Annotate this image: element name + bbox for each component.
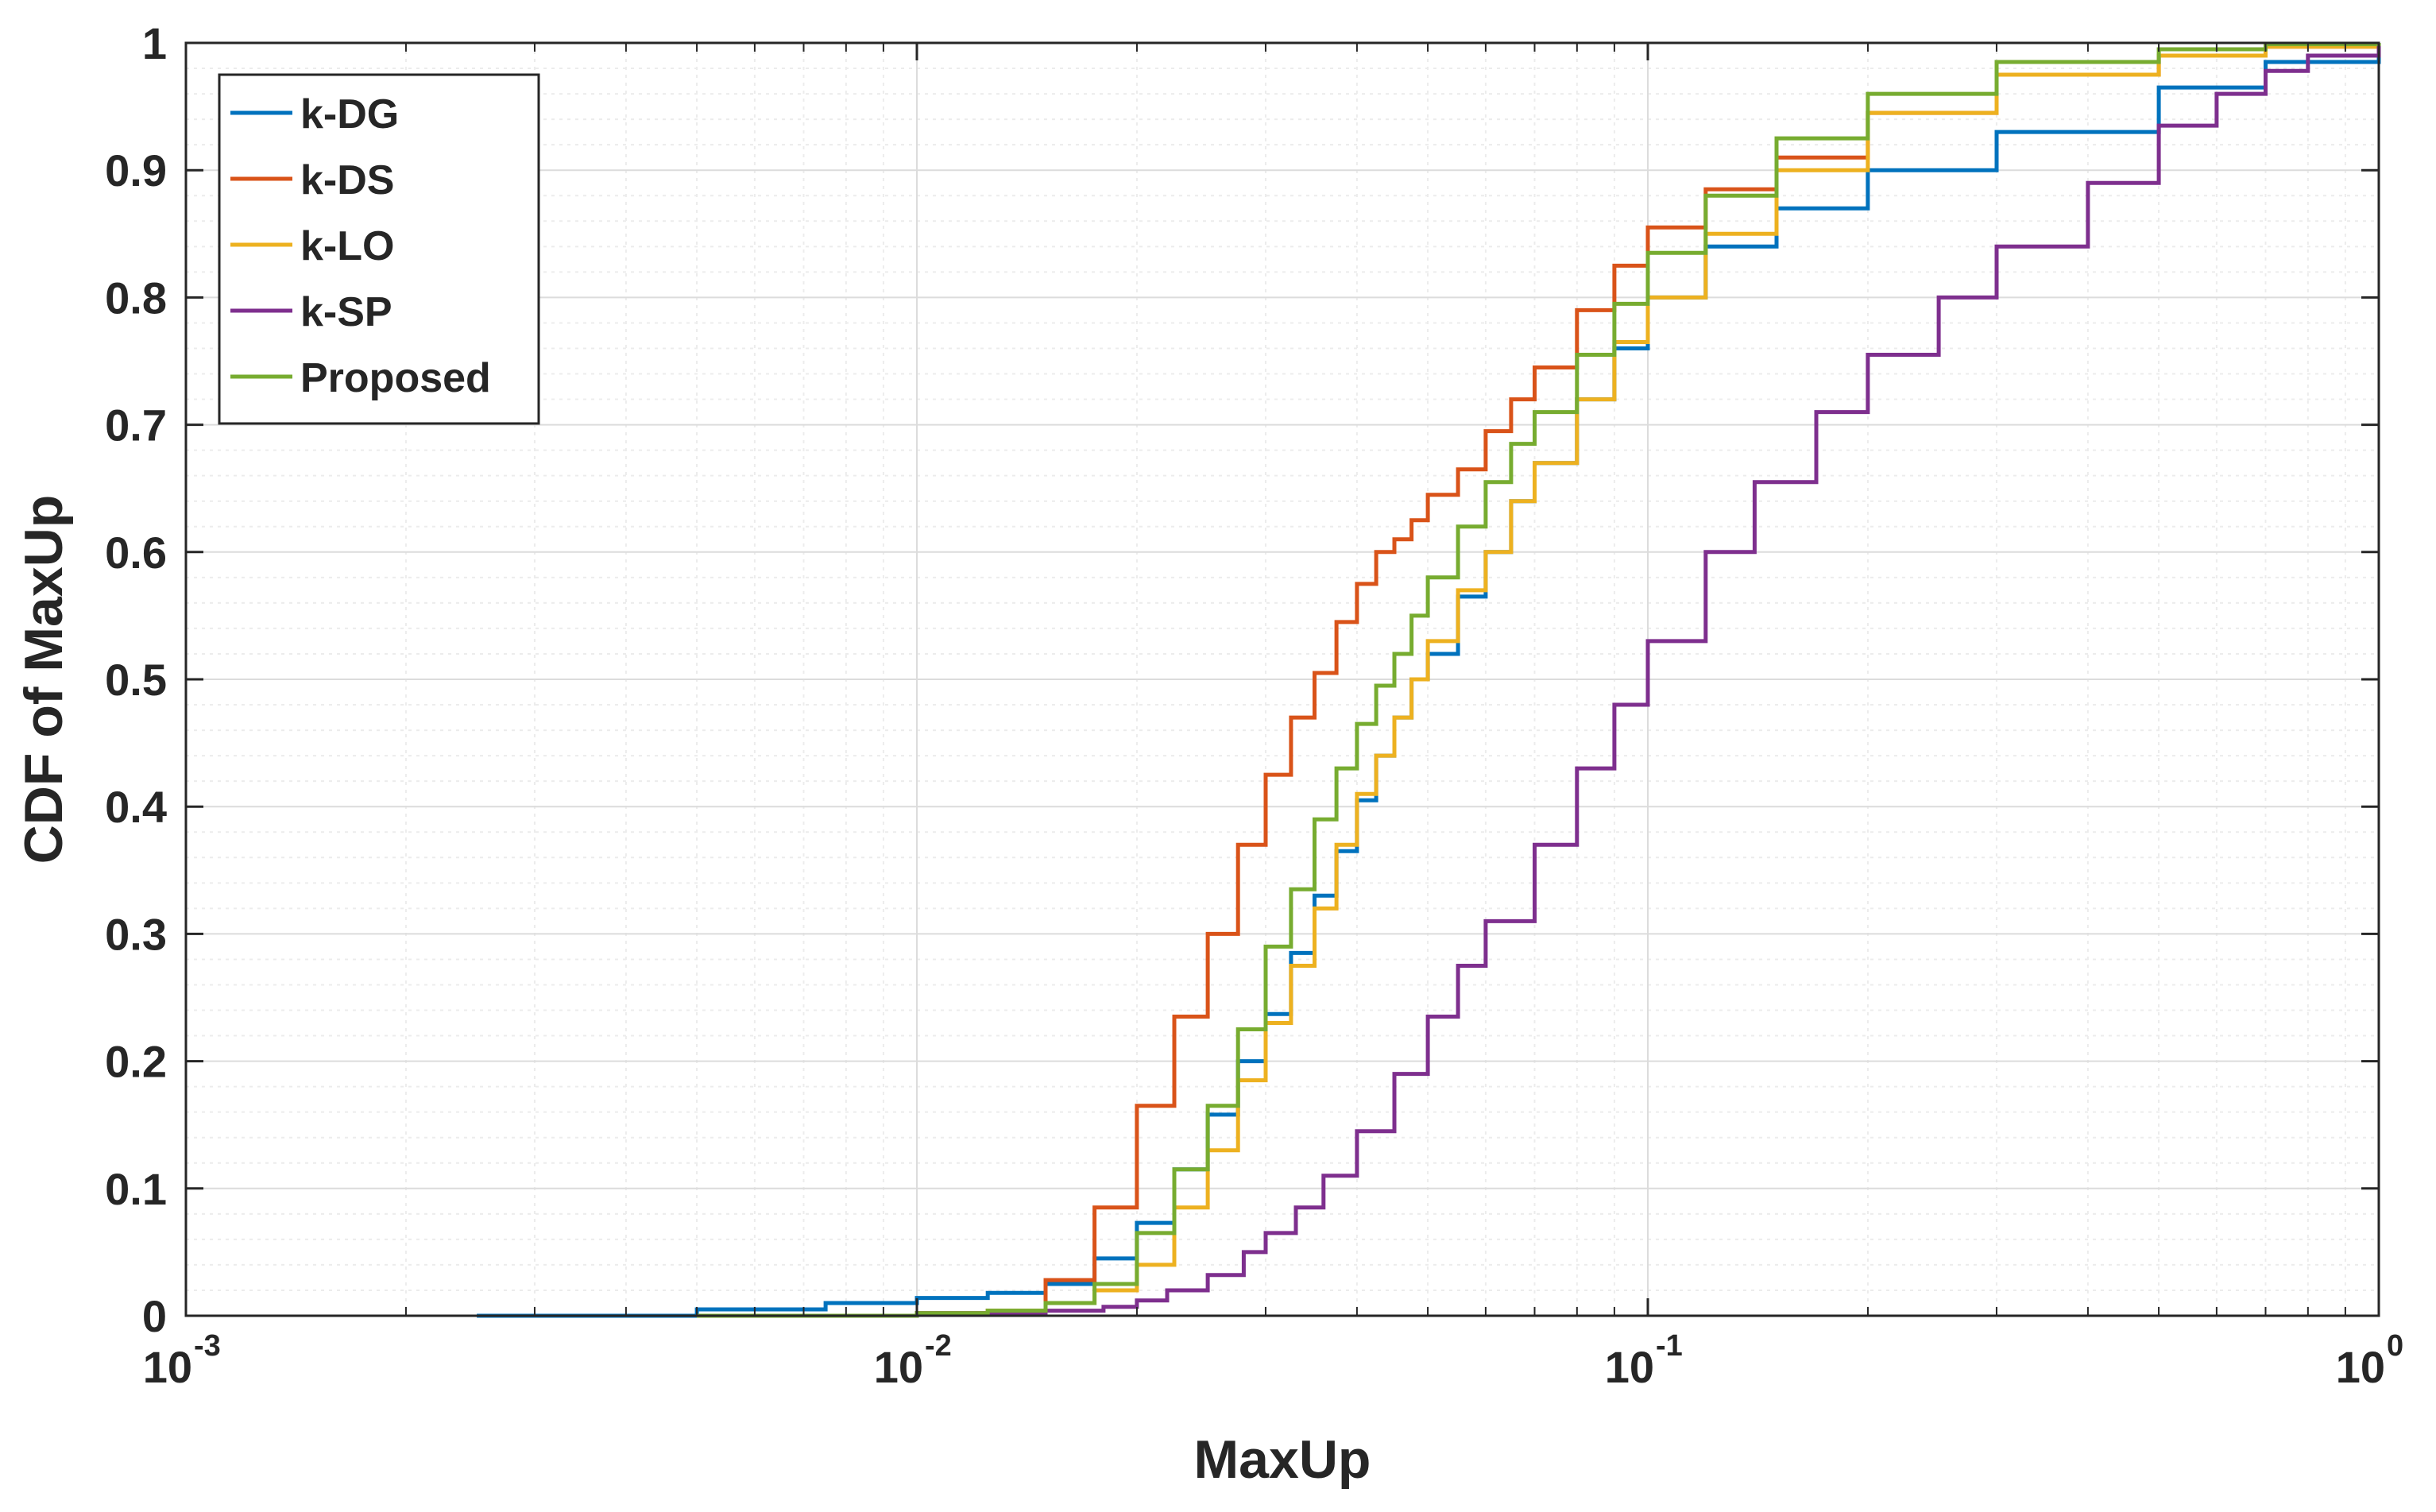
x-tick-base: 10 [1605, 1342, 1654, 1392]
series-line-k-sp [697, 43, 2381, 1318]
x-axis-title: MaxUp [1194, 1429, 1371, 1490]
y-tick-label: 0.7 [105, 400, 167, 451]
y-tick-label: 0.4 [105, 782, 167, 832]
series-layer [477, 42, 2381, 1318]
major-grid [185, 42, 2380, 1317]
x-tick-base: 10 [2336, 1342, 2385, 1392]
legend: k-DG k-DS k-LO k-SP Proposed [218, 73, 540, 425]
legend-label-k-lo: k-LO [300, 223, 394, 269]
x-tick-exponent: 0 [2387, 1329, 2403, 1363]
y-tick-label: 0 [142, 1291, 167, 1341]
x-tick-label: 10 -3 [143, 1329, 221, 1392]
y-tick-label: 0.3 [105, 909, 167, 959]
y-tick-label: 1 [142, 18, 167, 68]
y-tick-label: 0.9 [105, 145, 167, 195]
y-tick-label: 0.5 [105, 655, 167, 705]
y-tick-labels: 0 0.1 0.2 0.3 0.4 0.5 0.6 0.7 0.8 0.9 1 [105, 18, 167, 1341]
legend-label-k-sp: k-SP [300, 289, 392, 335]
y-axis-title: CDF of MaxUp [14, 495, 74, 864]
x-tick-exponent: -2 [925, 1329, 952, 1363]
y-tick-label: 0.8 [105, 273, 167, 323]
x-tick-exponent: -3 [194, 1329, 221, 1363]
x-tick-label: 10 -1 [1605, 1329, 1683, 1392]
axis-ticks [184, 41, 2380, 1317]
x-tick-base: 10 [874, 1342, 923, 1392]
y-tick-label: 0.6 [105, 528, 167, 578]
x-tick-labels: 10 -3 10 -2 10 -1 10 0 [143, 1329, 2403, 1392]
legend-label-k-ds: k-DS [300, 157, 394, 203]
legend-box [218, 73, 540, 425]
x-tick-label: 10 0 [2336, 1329, 2403, 1392]
series-line-proposed [697, 42, 2381, 1318]
legend-label-proposed: Proposed [300, 355, 491, 401]
x-tick-base: 10 [143, 1342, 192, 1392]
y-tick-label: 0.2 [105, 1037, 167, 1087]
x-tick-label: 10 -2 [874, 1329, 952, 1392]
legend-label-k-dg: k-DG [300, 91, 399, 137]
y-tick-label: 0.1 [105, 1164, 167, 1214]
x-tick-exponent: -1 [1656, 1329, 1683, 1363]
